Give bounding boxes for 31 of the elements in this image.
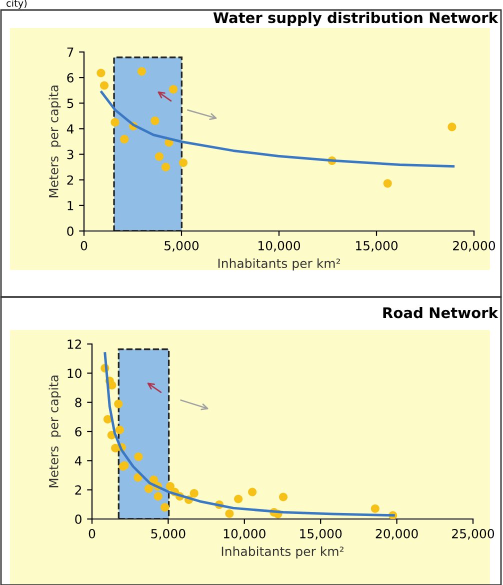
- x-tick-label: 0: [88, 528, 96, 538]
- y-tick-label: 4: [74, 456, 82, 466]
- y-tick-label: 2: [75, 485, 82, 495]
- y-axis-title: Meters per capita: [48, 376, 61, 488]
- y-tick-label: 8: [75, 398, 82, 408]
- x-axis-title: Inhabitants per km²: [222, 546, 344, 558]
- y-tick-label: 6: [75, 426, 82, 436]
- x-tick-label: 5,000: [151, 528, 186, 540]
- y-axis-title: Meters per capita: [48, 86, 61, 198]
- y-tick-label: 7: [67, 48, 74, 57]
- x-axis-title: Inhabitants per km²: [218, 258, 340, 270]
- x-tick-label: 5,000: [164, 240, 199, 252]
- x-tick-label: 20,000: [453, 240, 496, 252]
- y-tick-label: 3: [67, 150, 74, 160]
- x-tick-label: 20,000: [376, 528, 418, 540]
- y-tick-label: 0: [75, 514, 82, 524]
- chart-title: Road Network: [383, 306, 498, 318]
- y-tick-label: 5: [67, 98, 74, 108]
- x-tick-label: 10,000: [258, 240, 300, 252]
- y-tick-label: 12: [68, 339, 82, 349]
- y-tick-label: 2: [67, 175, 74, 185]
- y-tick-label: 0: [67, 226, 74, 236]
- x-tick-label: 15,000: [300, 528, 342, 540]
- x-tick-label: 15,000: [356, 240, 398, 252]
- y-tick-label: 6: [67, 73, 74, 82]
- y-tick-label: 10: [68, 368, 82, 378]
- x-tick-label: 10,000: [224, 528, 266, 540]
- chart-title: Water supply distribution Network: [213, 12, 498, 26]
- y-tick-label: 4: [66, 124, 74, 134]
- y-tick-label: 1: [68, 201, 74, 210]
- x-tick-label: 25,000: [452, 528, 494, 540]
